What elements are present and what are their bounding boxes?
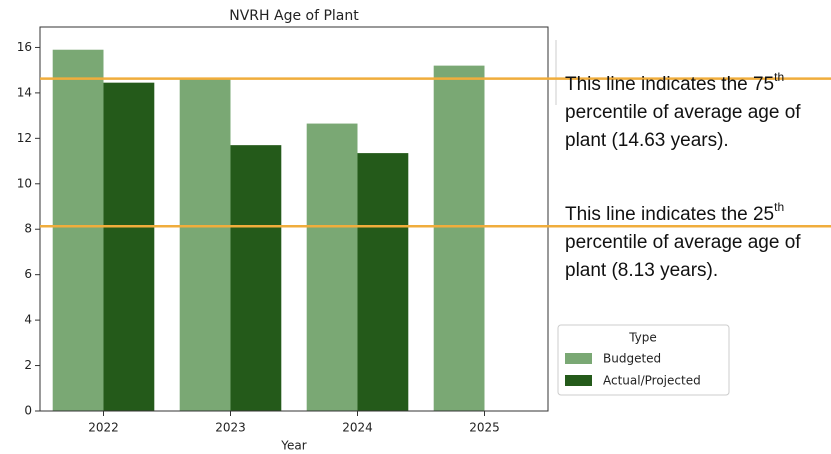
annotation-text: plant (14.63 years). [565, 130, 729, 151]
y-tick-label: 8 [24, 222, 32, 236]
y-tick-label: 6 [24, 267, 32, 281]
bar [52, 49, 104, 411]
annotation-text: This line indicates the 25 [565, 204, 774, 225]
superscript: th [774, 200, 784, 214]
superscript: th [774, 70, 784, 84]
legend-label: Actual/Projected [603, 374, 701, 388]
plot-frame [39, 26, 549, 412]
bar [179, 79, 231, 412]
legend-swatch [565, 375, 592, 386]
bar [230, 145, 282, 411]
y-tick-label: 12 [17, 131, 32, 145]
annotation: percentile of average age of [565, 102, 801, 123]
bar [357, 153, 409, 411]
y-tick-label: 0 [24, 404, 32, 418]
bar [103, 82, 155, 411]
y-tick-label: 16 [17, 40, 32, 54]
x-tick-label: 2022 [88, 421, 119, 435]
legend-box [557, 324, 730, 396]
annotation: percentile of average age of [565, 232, 801, 253]
annotation-text: percentile of average age of [565, 102, 801, 123]
x-tick-label: 2024 [342, 421, 373, 435]
bar [306, 123, 358, 411]
annotation: plant (14.63 years). [565, 130, 729, 151]
annotation: This line indicates the 25th [565, 200, 784, 225]
y-tick-label: 10 [17, 176, 32, 190]
legend-title: Type [628, 331, 657, 345]
annotation: plant (8.13 years). [565, 260, 718, 281]
legend-label: Budgeted [603, 352, 661, 366]
chart-title: NVRH Age of Plant [229, 8, 359, 24]
x-tick-label: 2025 [469, 421, 500, 435]
bar [433, 65, 485, 411]
annotation-text: percentile of average age of [565, 232, 801, 253]
legend-swatch [565, 353, 592, 364]
x-axis-label: Year [280, 439, 306, 453]
y-tick-label: 14 [17, 85, 32, 99]
x-tick-label: 2023 [215, 421, 246, 435]
y-tick-label: 2 [24, 358, 32, 372]
annotation-text: This line indicates the 75 [565, 74, 774, 95]
y-tick-label: 4 [24, 313, 32, 327]
annotation: This line indicates the 75th [565, 70, 784, 95]
annotation-text: plant (8.13 years). [565, 260, 718, 281]
